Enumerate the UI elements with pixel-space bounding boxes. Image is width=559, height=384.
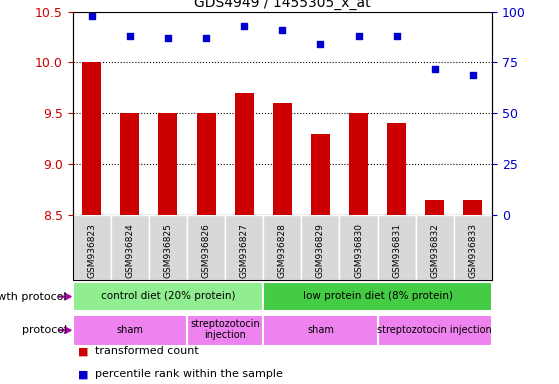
Bar (82, 62, 101, 215)
Text: transformed count: transformed count (95, 346, 199, 356)
FancyBboxPatch shape (263, 315, 377, 346)
FancyBboxPatch shape (225, 215, 263, 280)
FancyBboxPatch shape (73, 215, 111, 280)
Point (316, 41, 325, 47)
Bar (273, 103, 292, 215)
FancyBboxPatch shape (187, 315, 263, 346)
Text: GSM936825: GSM936825 (163, 223, 173, 278)
Text: low protein diet (8% protein): low protein diet (8% protein) (302, 291, 453, 301)
FancyBboxPatch shape (263, 215, 301, 280)
Text: GSM936829: GSM936829 (316, 223, 325, 278)
Text: GSM936823: GSM936823 (87, 223, 96, 278)
FancyBboxPatch shape (187, 215, 225, 280)
FancyBboxPatch shape (149, 215, 187, 280)
Bar (197, 113, 216, 215)
Text: GSM936833: GSM936833 (468, 223, 477, 278)
Text: GSM936828: GSM936828 (278, 223, 287, 278)
Point (278, 27, 287, 33)
FancyBboxPatch shape (339, 215, 377, 280)
FancyBboxPatch shape (377, 315, 492, 346)
Bar (349, 113, 368, 215)
Text: streptozotocin injection: streptozotocin injection (377, 324, 492, 334)
FancyBboxPatch shape (454, 215, 492, 280)
FancyBboxPatch shape (416, 215, 454, 280)
Text: ■: ■ (78, 369, 89, 379)
Text: protocol: protocol (22, 325, 67, 335)
Point (354, 33, 363, 39)
Point (87, 13, 96, 19)
Bar (311, 134, 330, 215)
Text: streptozotocin
injection: streptozotocin injection (190, 319, 260, 340)
Bar (425, 200, 444, 215)
Point (125, 33, 134, 39)
FancyBboxPatch shape (263, 282, 492, 311)
Text: GSM936824: GSM936824 (125, 223, 134, 278)
Text: control diet (20% protein): control diet (20% protein) (101, 291, 235, 301)
Point (240, 23, 249, 29)
Text: ■: ■ (78, 346, 89, 356)
FancyBboxPatch shape (111, 215, 149, 280)
Text: GSM936827: GSM936827 (240, 223, 249, 278)
Point (202, 35, 211, 41)
FancyBboxPatch shape (73, 282, 263, 311)
Text: growth protocol: growth protocol (0, 291, 67, 302)
Text: GSM936830: GSM936830 (354, 223, 363, 278)
Text: GSM936826: GSM936826 (202, 223, 211, 278)
Point (468, 71, 477, 78)
FancyBboxPatch shape (377, 215, 416, 280)
Bar (158, 113, 178, 215)
FancyBboxPatch shape (73, 315, 187, 346)
Bar (463, 200, 482, 215)
Text: GSM936831: GSM936831 (392, 223, 401, 278)
Text: sham: sham (116, 324, 143, 334)
Bar (235, 93, 254, 215)
Point (392, 33, 401, 39)
Title: GDS4949 / 1455305_x_at: GDS4949 / 1455305_x_at (194, 0, 371, 10)
Text: sham: sham (307, 324, 334, 334)
Bar (120, 113, 139, 215)
Point (163, 35, 172, 41)
Text: percentile rank within the sample: percentile rank within the sample (95, 369, 283, 379)
Text: GSM936832: GSM936832 (430, 223, 439, 278)
FancyBboxPatch shape (301, 215, 339, 280)
Point (430, 65, 439, 71)
Bar (387, 123, 406, 215)
